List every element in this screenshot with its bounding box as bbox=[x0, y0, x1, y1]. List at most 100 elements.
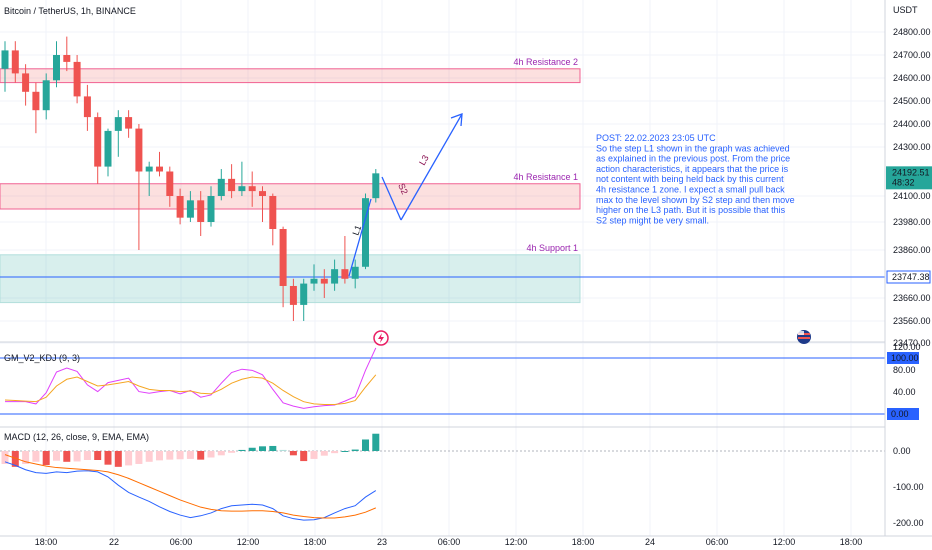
time-tick-label: 24 bbox=[645, 537, 655, 547]
path-label-l3: L3 bbox=[417, 153, 431, 167]
countdown-text: 48:32 bbox=[892, 177, 915, 187]
candle-body bbox=[63, 55, 71, 62]
kdj-tick-label: 40.00 bbox=[893, 387, 916, 397]
flag-icon[interactable] bbox=[797, 330, 811, 344]
macd-histogram-bar bbox=[269, 445, 277, 451]
level-price-tag bbox=[886, 270, 931, 284]
macd-histogram-bar bbox=[145, 451, 153, 462]
candle-body bbox=[372, 173, 380, 199]
candle-body bbox=[238, 186, 246, 192]
note-line: action characteristics, it appears that … bbox=[596, 164, 789, 174]
time-axis: 18:00 22 06:00 12:00 18:00 23 06:00 12:00 18:00 2… bbox=[35, 537, 863, 547]
note-line: not content with being held back by this… bbox=[596, 174, 784, 184]
macd-histogram-bar bbox=[83, 451, 91, 460]
candle-body bbox=[362, 198, 369, 267]
note-line: max to the level shown by S2 step and th… bbox=[596, 195, 795, 205]
note-line: S2 step might be very small. bbox=[596, 215, 709, 225]
macd-histogram-bar bbox=[42, 451, 50, 466]
candle-body bbox=[94, 117, 102, 167]
candle-body bbox=[104, 130, 112, 167]
macd-histogram-bar bbox=[310, 451, 318, 459]
macd-histogram-bar bbox=[238, 449, 246, 451]
candle-body bbox=[351, 266, 359, 279]
kdj-indicator bbox=[0, 347, 885, 415]
candle-body bbox=[228, 178, 236, 192]
price-tick-label: 24800.00 bbox=[893, 27, 931, 37]
macd-histogram-bar bbox=[320, 451, 328, 456]
macd-histogram-bar bbox=[166, 451, 174, 460]
candle-body bbox=[53, 55, 60, 81]
path-label-l1: L1 bbox=[350, 224, 363, 237]
price-tick-label: 23660.00 bbox=[893, 293, 931, 303]
macd-histogram-bar bbox=[104, 451, 112, 465]
macd-histogram-bar bbox=[362, 439, 369, 451]
time-tick-label: 23 bbox=[377, 537, 387, 547]
macd-series-line bbox=[4, 454, 376, 519]
price-tick-label: 23860.00 bbox=[893, 245, 931, 255]
macd-tick-label: -100.00 bbox=[893, 482, 924, 492]
note-line: So the step L1 shown in the graph was ac… bbox=[596, 143, 790, 153]
kdj-tick-label: 80.00 bbox=[893, 365, 916, 375]
kdj-title: GM_V2_KDJ (9, 3) bbox=[4, 353, 80, 363]
macd-indicator bbox=[0, 433, 885, 521]
price-zones: 4h Resistance 2 4h Resistance 1 4h Support… bbox=[0, 57, 885, 304]
candle-body bbox=[217, 178, 225, 196]
price-tick-label: 23470.00 bbox=[893, 338, 931, 348]
last-price-text: 24192.51 bbox=[892, 167, 930, 177]
price-tick-label: 24500.00 bbox=[893, 96, 931, 106]
macd-histogram-bar bbox=[1, 451, 9, 464]
last-price-tag bbox=[886, 166, 932, 190]
macd-histogram-bar bbox=[207, 451, 215, 458]
kdj-level-tag bbox=[887, 408, 919, 420]
macd-histogram-bar bbox=[289, 451, 297, 456]
note-line: as explained in the previous post. From … bbox=[596, 154, 790, 164]
kdj-level-text: 100.00 bbox=[891, 353, 919, 363]
chart-title: Bitcoin / TetherUS, 1h, BINANCE bbox=[4, 6, 136, 16]
candle-body bbox=[259, 191, 266, 196]
candle-body bbox=[125, 117, 133, 129]
path-l3 bbox=[400, 113, 463, 221]
kdj-tick-label: 120.00 bbox=[893, 342, 921, 352]
time-tick-label: 12:00 bbox=[505, 537, 528, 547]
candle-body bbox=[83, 96, 91, 118]
time-tick-label: 06:00 bbox=[170, 537, 193, 547]
candle-body bbox=[42, 80, 50, 111]
macd-histogram-bar bbox=[259, 446, 266, 451]
macd-histogram-bar bbox=[279, 449, 287, 451]
candle-body bbox=[279, 229, 287, 286]
candlestick-series bbox=[1, 36, 380, 321]
time-tick-label: 06:00 bbox=[706, 537, 729, 547]
macd-histogram-bar bbox=[94, 451, 102, 460]
candle-body bbox=[248, 186, 256, 192]
arrow-head bbox=[450, 113, 463, 127]
time-tick-label: 18:00 bbox=[840, 537, 863, 547]
macd-histogram-bar bbox=[197, 451, 205, 460]
candle-body bbox=[269, 196, 277, 229]
candle-body bbox=[73, 61, 81, 97]
price-tick-label: 24600.00 bbox=[893, 73, 931, 83]
zone-box bbox=[0, 183, 581, 210]
kdj-level-tag bbox=[887, 352, 919, 364]
kdj-series-line bbox=[4, 374, 377, 405]
macd-histogram-bar bbox=[125, 451, 133, 466]
macd-histogram-bar bbox=[135, 451, 143, 464]
macd-histogram-bar bbox=[32, 451, 40, 462]
macd-histogram-bar bbox=[186, 451, 194, 459]
candle-body bbox=[114, 117, 122, 131]
grid-lines bbox=[0, 0, 885, 536]
path-l1 bbox=[348, 198, 372, 277]
kdj-level-text: 0.00 bbox=[891, 409, 909, 419]
price-tick-label: 24100.00 bbox=[893, 191, 931, 201]
candle-body bbox=[145, 166, 153, 172]
candle-body bbox=[331, 269, 339, 284]
lightning-icon[interactable] bbox=[373, 330, 389, 346]
candle-body bbox=[341, 269, 349, 279]
candle-body bbox=[1, 50, 9, 69]
path-s2 bbox=[381, 176, 402, 221]
candle-body bbox=[166, 171, 174, 196]
price-tick-label: 24400.00 bbox=[893, 119, 931, 129]
macd-histogram-bar bbox=[372, 433, 380, 451]
macd-series-line bbox=[4, 461, 377, 521]
